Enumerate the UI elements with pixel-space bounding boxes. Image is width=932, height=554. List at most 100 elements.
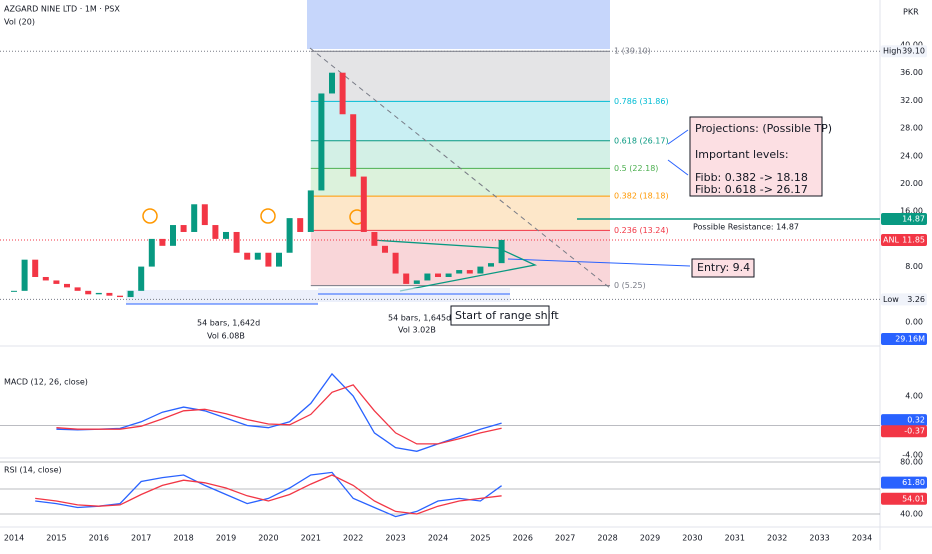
candle [413,280,420,284]
candle [64,283,70,288]
candle [307,190,314,232]
projections-text: Projections: (Possible TP) [695,122,832,135]
macd-line [56,384,502,445]
x-tick-label: 2026 [513,534,533,543]
price-badge [881,45,927,58]
indicator-badge-value: 54.01 [902,494,925,503]
candle [11,290,17,292]
candle [85,290,92,295]
indicator-badge [881,425,927,438]
y-tick-label: 28.00 [900,124,923,133]
candle [424,273,431,281]
rsi-line [35,474,502,515]
y-tick-label: 40.00 [900,41,923,50]
candle [286,218,293,253]
price-badge [881,233,927,246]
candle [254,252,261,260]
projections-box [689,116,823,197]
resistance-text: Possible Resistance: 14.87 [693,223,799,232]
highlight-circle [260,208,276,224]
x-tick-label: 2033 [809,534,829,543]
x-tick-label: 2019 [216,534,236,543]
candle [95,292,102,295]
candle [201,204,208,226]
candle [297,218,304,232]
measure-text: 54 bars, 1,642d [197,319,260,328]
y-tick-label: 24.00 [900,151,923,160]
volume-label: Vol (20) [4,18,35,27]
volume-badge [881,333,927,345]
measure [126,290,318,304]
candle [371,231,378,246]
fib-label: 0.236 (13.24) [614,226,669,235]
y-tick-label: 20.00 [900,179,923,188]
measure [318,288,510,302]
fib-band [310,230,610,286]
candle [466,270,473,274]
arrow [507,258,691,267]
candle [53,280,60,284]
indicator-badge [881,414,927,427]
candle [498,239,505,264]
macd-title: MACD (12, 26, close) [4,378,88,387]
candle [403,273,410,284]
x-tick-label: 2021 [301,534,321,543]
fib-band [310,51,610,102]
badge-name: Low [883,295,899,304]
x-tick-label: 2031 [725,534,745,543]
x-tick-label: 2017 [131,534,151,543]
symbol: AZGARD NINE LTD · 1M · PSX [4,5,120,14]
candle [117,295,123,298]
badge-name: ANL [883,235,899,244]
x-tick-label: 2025 [470,534,490,543]
candle [244,252,251,260]
trend-line [309,47,611,289]
y-tick-label: 80.00 [900,458,923,467]
candle [32,259,39,277]
x-tick-label: 2023 [385,534,405,543]
x-tick-label: 2034 [852,534,872,543]
x-tick-label: 2030 [682,534,702,543]
indicator-badge [881,476,927,489]
y-tick-label: -4.00 [902,451,923,460]
candle [318,93,325,191]
candle [74,287,81,291]
y-tick-label: 32.00 [900,96,923,105]
rsi-line [35,471,502,518]
fib-label: 0 (5.25) [614,281,646,290]
badge-name: High [883,47,901,56]
candle [223,231,229,239]
fib-label: 0.786 (31.86) [614,97,669,106]
candle [477,266,484,274]
badge-value: 3.26 [907,295,925,304]
range-box [450,305,550,326]
measure-text: Vol 3.02B [398,326,436,335]
candle [138,266,145,291]
fib-label: 0.5 (22.18) [614,164,658,173]
y-tick-label: 8.00 [905,262,923,271]
indicator-badge [881,492,927,505]
candle [488,263,494,267]
candle [456,270,463,274]
indicator-badge-value: 61.80 [902,478,925,487]
y-tick-label: 0.00 [905,318,923,327]
x-tick-label: 2032 [767,534,787,543]
candle [360,176,367,232]
candle [276,252,282,267]
fib-band [310,168,610,197]
macd-line [56,372,502,452]
x-tick-label: 2022 [343,534,363,543]
x-tick-label: 2015 [46,534,66,543]
x-tick-label: 2016 [89,534,109,543]
candle [127,290,134,298]
measure-text: 54 bars, 1,645d [388,314,451,323]
candle [350,114,357,177]
y-tick-label: 16.00 [900,207,923,216]
entry-box [691,258,755,278]
candle [435,273,441,277]
candle [21,259,28,291]
projections-text: Fibb: 0.382 -> 18.18 [695,171,808,184]
candle [148,238,155,267]
